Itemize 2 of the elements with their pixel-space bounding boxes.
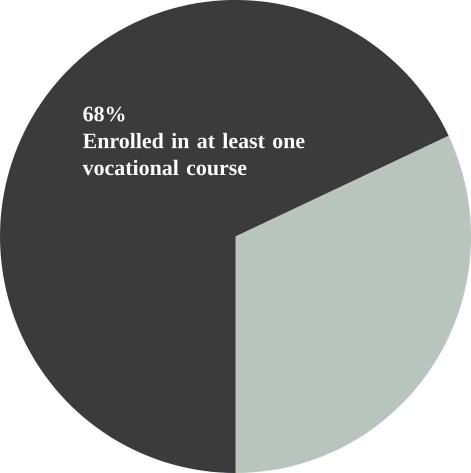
slice-label: Enrolled in at least one vocational course [82, 132, 305, 176]
data-label: 68% [83, 106, 124, 122]
